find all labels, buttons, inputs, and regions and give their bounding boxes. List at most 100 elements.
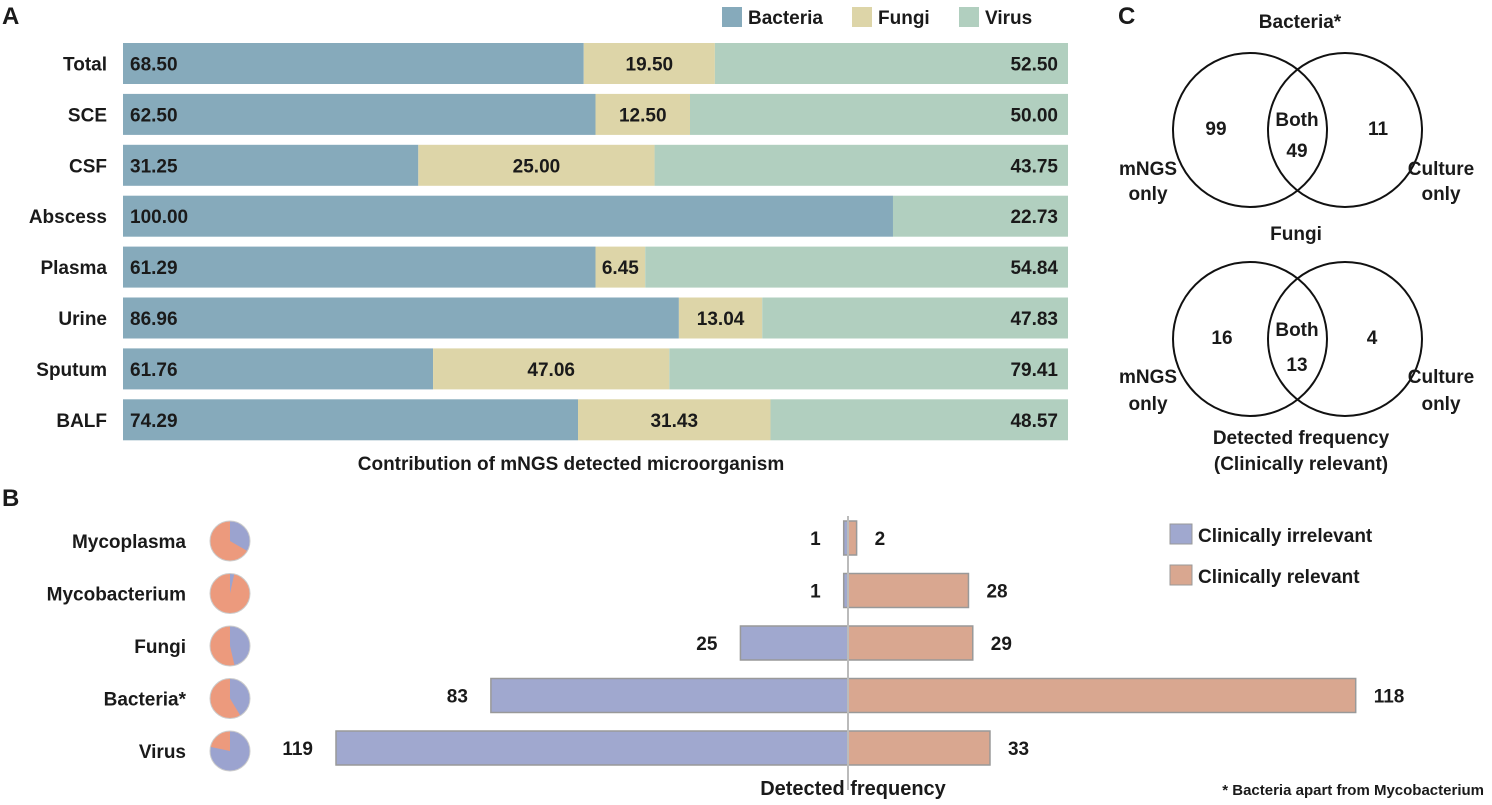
venn-right-value: 4 [1367,328,1378,349]
category-label: Fungi [134,637,186,658]
venn-left-value: 99 [1205,119,1226,140]
venn-right-set-label-2: only [1421,184,1460,205]
data-label: 47.06 [527,360,575,381]
venn-left-set-label: mNGS [1119,159,1177,180]
bar-segment-fungi [583,43,715,84]
legend-label-virus: Virus [985,8,1032,29]
venn-left-set-label-2: only [1128,394,1167,415]
data-label: 62.50 [130,105,178,126]
bar-segment-fungi [678,297,763,339]
bar-segment-bacteria [123,246,596,288]
pie-outline [209,625,251,667]
data-label: 31.25 [130,156,178,177]
category-label: Mycoplasma [72,532,186,553]
bar-relevant [847,625,974,661]
venn-right-set-label: Culture [1408,367,1475,388]
bar-row: CSF 31.25 25.00 43.75 [69,144,1068,186]
data-label: 100.00 [130,207,188,228]
bar-relevant [847,520,858,556]
pie-chart [209,573,251,614]
venn-left-value: 16 [1211,328,1232,349]
data-label: 68.50 [130,55,178,76]
venn-fungi: Fungi 16 Both 13 4 mNGS only Culture onl… [1119,224,1474,475]
data-label: 19.50 [626,55,674,76]
venn-both-label: Both [1275,110,1318,131]
bar-row: Plasma 61.29 6.45 54.84 [40,246,1068,288]
pie-chart [209,520,251,562]
bar-segment-virus [645,246,1068,288]
bar-row: Abscess 100.00 22.73 [29,195,1068,237]
bar-segment-fungi [578,399,771,441]
bar-segment-virus [714,43,1068,84]
value-label-relevant: 29 [991,634,1012,655]
bar-row: Total 68.50 19.50 52.50 [63,43,1068,84]
pie-outline [209,678,251,719]
venn-right-set-label: Culture [1408,159,1475,180]
data-label: 31.43 [650,411,698,432]
bar-segment-fungi [595,246,646,288]
pie-chart [209,730,251,772]
bar-segment-fungi [433,348,670,390]
pie-slice-irrelevant [230,573,235,594]
legend-swatch-relevant [1169,564,1193,586]
bar-row: Bacteria* 83 118 [104,677,1404,719]
category-label: Virus [139,742,186,763]
bar-segment-bacteria [123,195,893,237]
venn-title-bacteria: Bacteria* [1259,12,1342,33]
data-label: 61.29 [130,258,178,279]
diverging-bar-chart: Mycoplasma 1 2 Mycobacterium 1 28 Fungi 25 29 Bac… [47,516,1484,800]
data-label: 13.04 [697,309,745,330]
panel-label-c: C [1118,3,1135,30]
venn-caption: Detected frequency [1213,428,1390,449]
venn-left-set-label-2: only [1128,184,1167,205]
bar-segment-bacteria [123,144,419,186]
legend-swatch-virus [959,7,979,27]
bar-segment-virus [762,297,1068,339]
venn-caption-2: (Clinically relevant) [1214,454,1388,475]
venn-right-value: 11 [1368,119,1389,140]
legend-label-irrelevant: Clinically irrelevant [1198,526,1373,547]
data-label: 43.75 [1010,156,1058,177]
bar-segment-virus [669,348,1068,390]
bar-segment-fungi [595,93,690,135]
data-label: 74.29 [130,411,178,432]
venn-right-set-label-2: only [1421,394,1460,415]
bar-segment-virus [690,93,1068,135]
data-label: 12.50 [619,105,667,126]
pie-outline [209,730,251,772]
bar-row: Virus 119 33 [139,730,1029,772]
x-axis-label-b: Detected frequency [760,778,946,800]
legend-a: Bacteria Fungi Virus [722,7,1032,29]
data-label: 25.00 [513,156,561,177]
data-label: 22.73 [1010,207,1058,228]
venn-both-label: Both [1275,320,1318,341]
pie-slice-irrelevant [230,626,250,666]
bar-rows-a: Total 68.50 19.50 52.50 SCE 62.50 12.50 50.00 CS… [29,43,1068,441]
category-label: BALF [56,411,107,432]
legend-swatch-bacteria [722,7,742,27]
bar-segment-bacteria [123,43,584,84]
bar-row: Mycoplasma 1 2 [72,520,885,562]
venn-circle-right [1267,261,1423,417]
data-label: 86.96 [130,309,178,330]
venn-circle-left [1172,261,1328,417]
category-label: Abscess [29,207,107,228]
bar-row: Urine 86.96 13.04 47.83 [58,297,1068,339]
pie-slice-irrelevant [209,731,250,771]
bar-row: Fungi 25 29 [134,625,1012,667]
category-label: Plasma [40,258,107,279]
bar-segment-bacteria [123,399,579,441]
pie-outline [209,520,251,562]
footnote: * Bacteria apart from Mycobacterium [1222,782,1484,799]
legend-swatch-irrelevant [1169,523,1193,545]
value-label-relevant: 28 [986,582,1007,603]
category-label: CSF [69,156,107,177]
category-label: Total [63,55,107,76]
data-label: 79.41 [1010,360,1058,381]
pie-chart [209,625,251,667]
data-label: 6.45 [602,258,639,279]
bar-segment-bacteria [123,93,596,135]
pie-outline [209,573,251,614]
bar-segment-bacteria [123,297,679,339]
